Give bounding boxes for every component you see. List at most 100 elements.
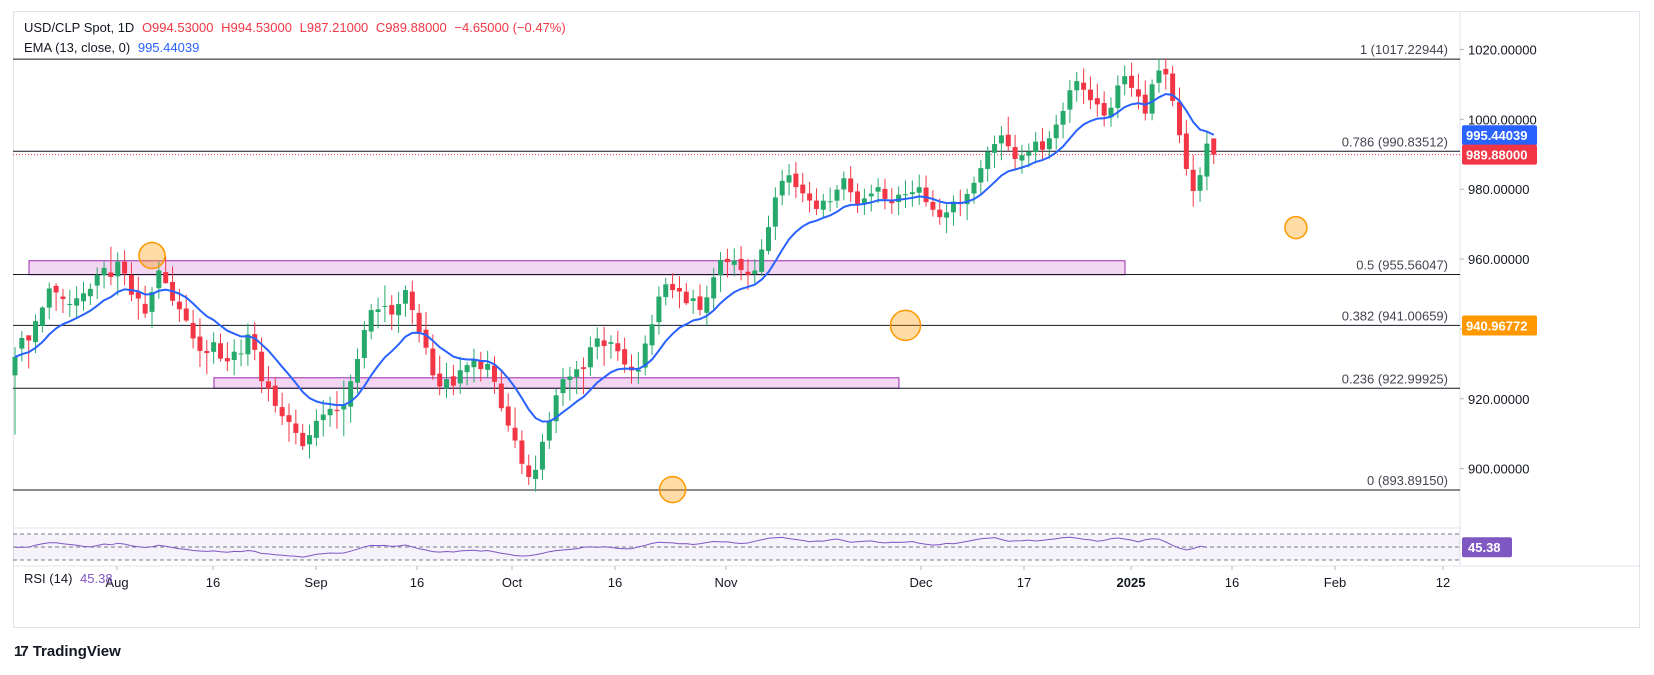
candle-body [478, 360, 484, 370]
highlight-marker [1284, 215, 1308, 240]
candle-body [916, 187, 922, 193]
candle-body [533, 469, 539, 479]
x-tick-label: 17 [1017, 575, 1031, 590]
open-value: O994.53000 [141, 20, 214, 35]
candle-body [1190, 169, 1196, 192]
x-tick-label: 16 [410, 575, 424, 590]
candle-body [115, 261, 121, 277]
candle-body [471, 359, 477, 368]
candle-body [1060, 110, 1066, 125]
tradingview-logo-text: TradingView [32, 643, 121, 660]
candle-body [334, 409, 340, 412]
fib-level-label: 0.786 (990.83512) [1342, 134, 1448, 149]
candle-body [1101, 103, 1107, 116]
candle-body [361, 329, 367, 359]
candle-body [190, 323, 196, 339]
tradingview-logo-icon: 17 [14, 643, 29, 660]
highlight-marker [138, 241, 166, 270]
candle-body [39, 307, 45, 326]
rsi-legend: RSI (14) 45.38 [24, 571, 113, 586]
candle-body [909, 192, 915, 195]
symbol-legend: USD/CLP Spot, 1D O994.53000 H994.53000 L… [24, 20, 570, 35]
candle-body [492, 365, 497, 382]
candle-body [861, 198, 867, 203]
candle-body [211, 342, 217, 352]
candle-body [663, 284, 669, 298]
candle-body [409, 291, 415, 311]
candle-body [1129, 75, 1135, 88]
candle-body [1012, 147, 1018, 159]
fib-level-label: 0.236 (922.99925) [1342, 371, 1448, 386]
candle-body [416, 312, 422, 332]
candle-body [293, 423, 299, 433]
candle-body [382, 305, 388, 307]
candle-body [882, 188, 888, 199]
candle-body [348, 381, 354, 407]
candle-body [834, 189, 840, 201]
candle-body [807, 193, 813, 201]
candle-body [724, 258, 730, 263]
candle-body [300, 432, 306, 447]
rsi-badge-label: 45.38 [1468, 540, 1501, 555]
highlight-marker [658, 475, 687, 504]
candle-body [12, 356, 18, 376]
candle-body [601, 340, 607, 346]
tradingview-logo[interactable]: 17 TradingView [14, 643, 121, 660]
candle-body [286, 415, 292, 422]
candle-body [587, 347, 593, 368]
x-tick-label: 16 [1225, 575, 1239, 590]
candle-body [430, 348, 436, 376]
candle-body [978, 168, 984, 183]
candle-body [896, 194, 902, 203]
candle-body [142, 303, 148, 314]
candle-body [841, 178, 847, 190]
candle-body [1183, 133, 1189, 169]
candle-body [368, 310, 374, 332]
zone-rectangle [28, 260, 1126, 276]
candle-body [923, 187, 929, 203]
x-tick-label: 12 [1436, 575, 1450, 590]
candle-body [19, 337, 25, 349]
candle-body [567, 376, 573, 380]
candle-body [423, 329, 429, 348]
candle-body [1094, 98, 1100, 105]
ema-label[interactable]: EMA (13, close, 0) [24, 40, 131, 55]
symbol-title[interactable]: USD/CLP Spot, 1D [24, 20, 135, 35]
candle-body [656, 296, 662, 323]
candle-body [1115, 85, 1121, 108]
candle-body [1026, 151, 1032, 156]
candle-body [389, 305, 395, 315]
candle-body [135, 292, 141, 299]
candle-body [512, 427, 518, 441]
x-tick-label: Dec [909, 575, 933, 590]
candle-body [1053, 124, 1059, 139]
candle-body [998, 135, 1004, 144]
x-tick-label: Nov [714, 575, 738, 590]
price-badge-label: 989.88000 [1466, 148, 1527, 163]
candle-body [33, 321, 39, 343]
fib-level-label: 1 (1017.22944) [1360, 42, 1448, 57]
candle-body [74, 298, 80, 306]
price-badge-label: 940.96772 [1466, 318, 1527, 333]
candle-body [930, 201, 936, 210]
rsi-label[interactable]: RSI (14) [24, 571, 73, 586]
candle-body [937, 209, 943, 218]
candle-body [649, 324, 655, 346]
candle-body [964, 194, 970, 205]
candle-body [94, 274, 100, 286]
rsi-badge [1462, 537, 1512, 558]
candle-body [1046, 138, 1052, 150]
candle-body [574, 369, 580, 377]
candle-body [163, 272, 169, 284]
candle-body [437, 373, 443, 387]
candle-body [718, 259, 724, 276]
candle-body [218, 343, 223, 359]
candle-body [944, 212, 950, 218]
candle-body [279, 407, 285, 417]
candle-body [464, 365, 470, 373]
candle-body [1122, 76, 1128, 85]
candle-body [950, 201, 956, 213]
zone-rectangle [213, 377, 900, 389]
candle-body [1149, 84, 1155, 114]
